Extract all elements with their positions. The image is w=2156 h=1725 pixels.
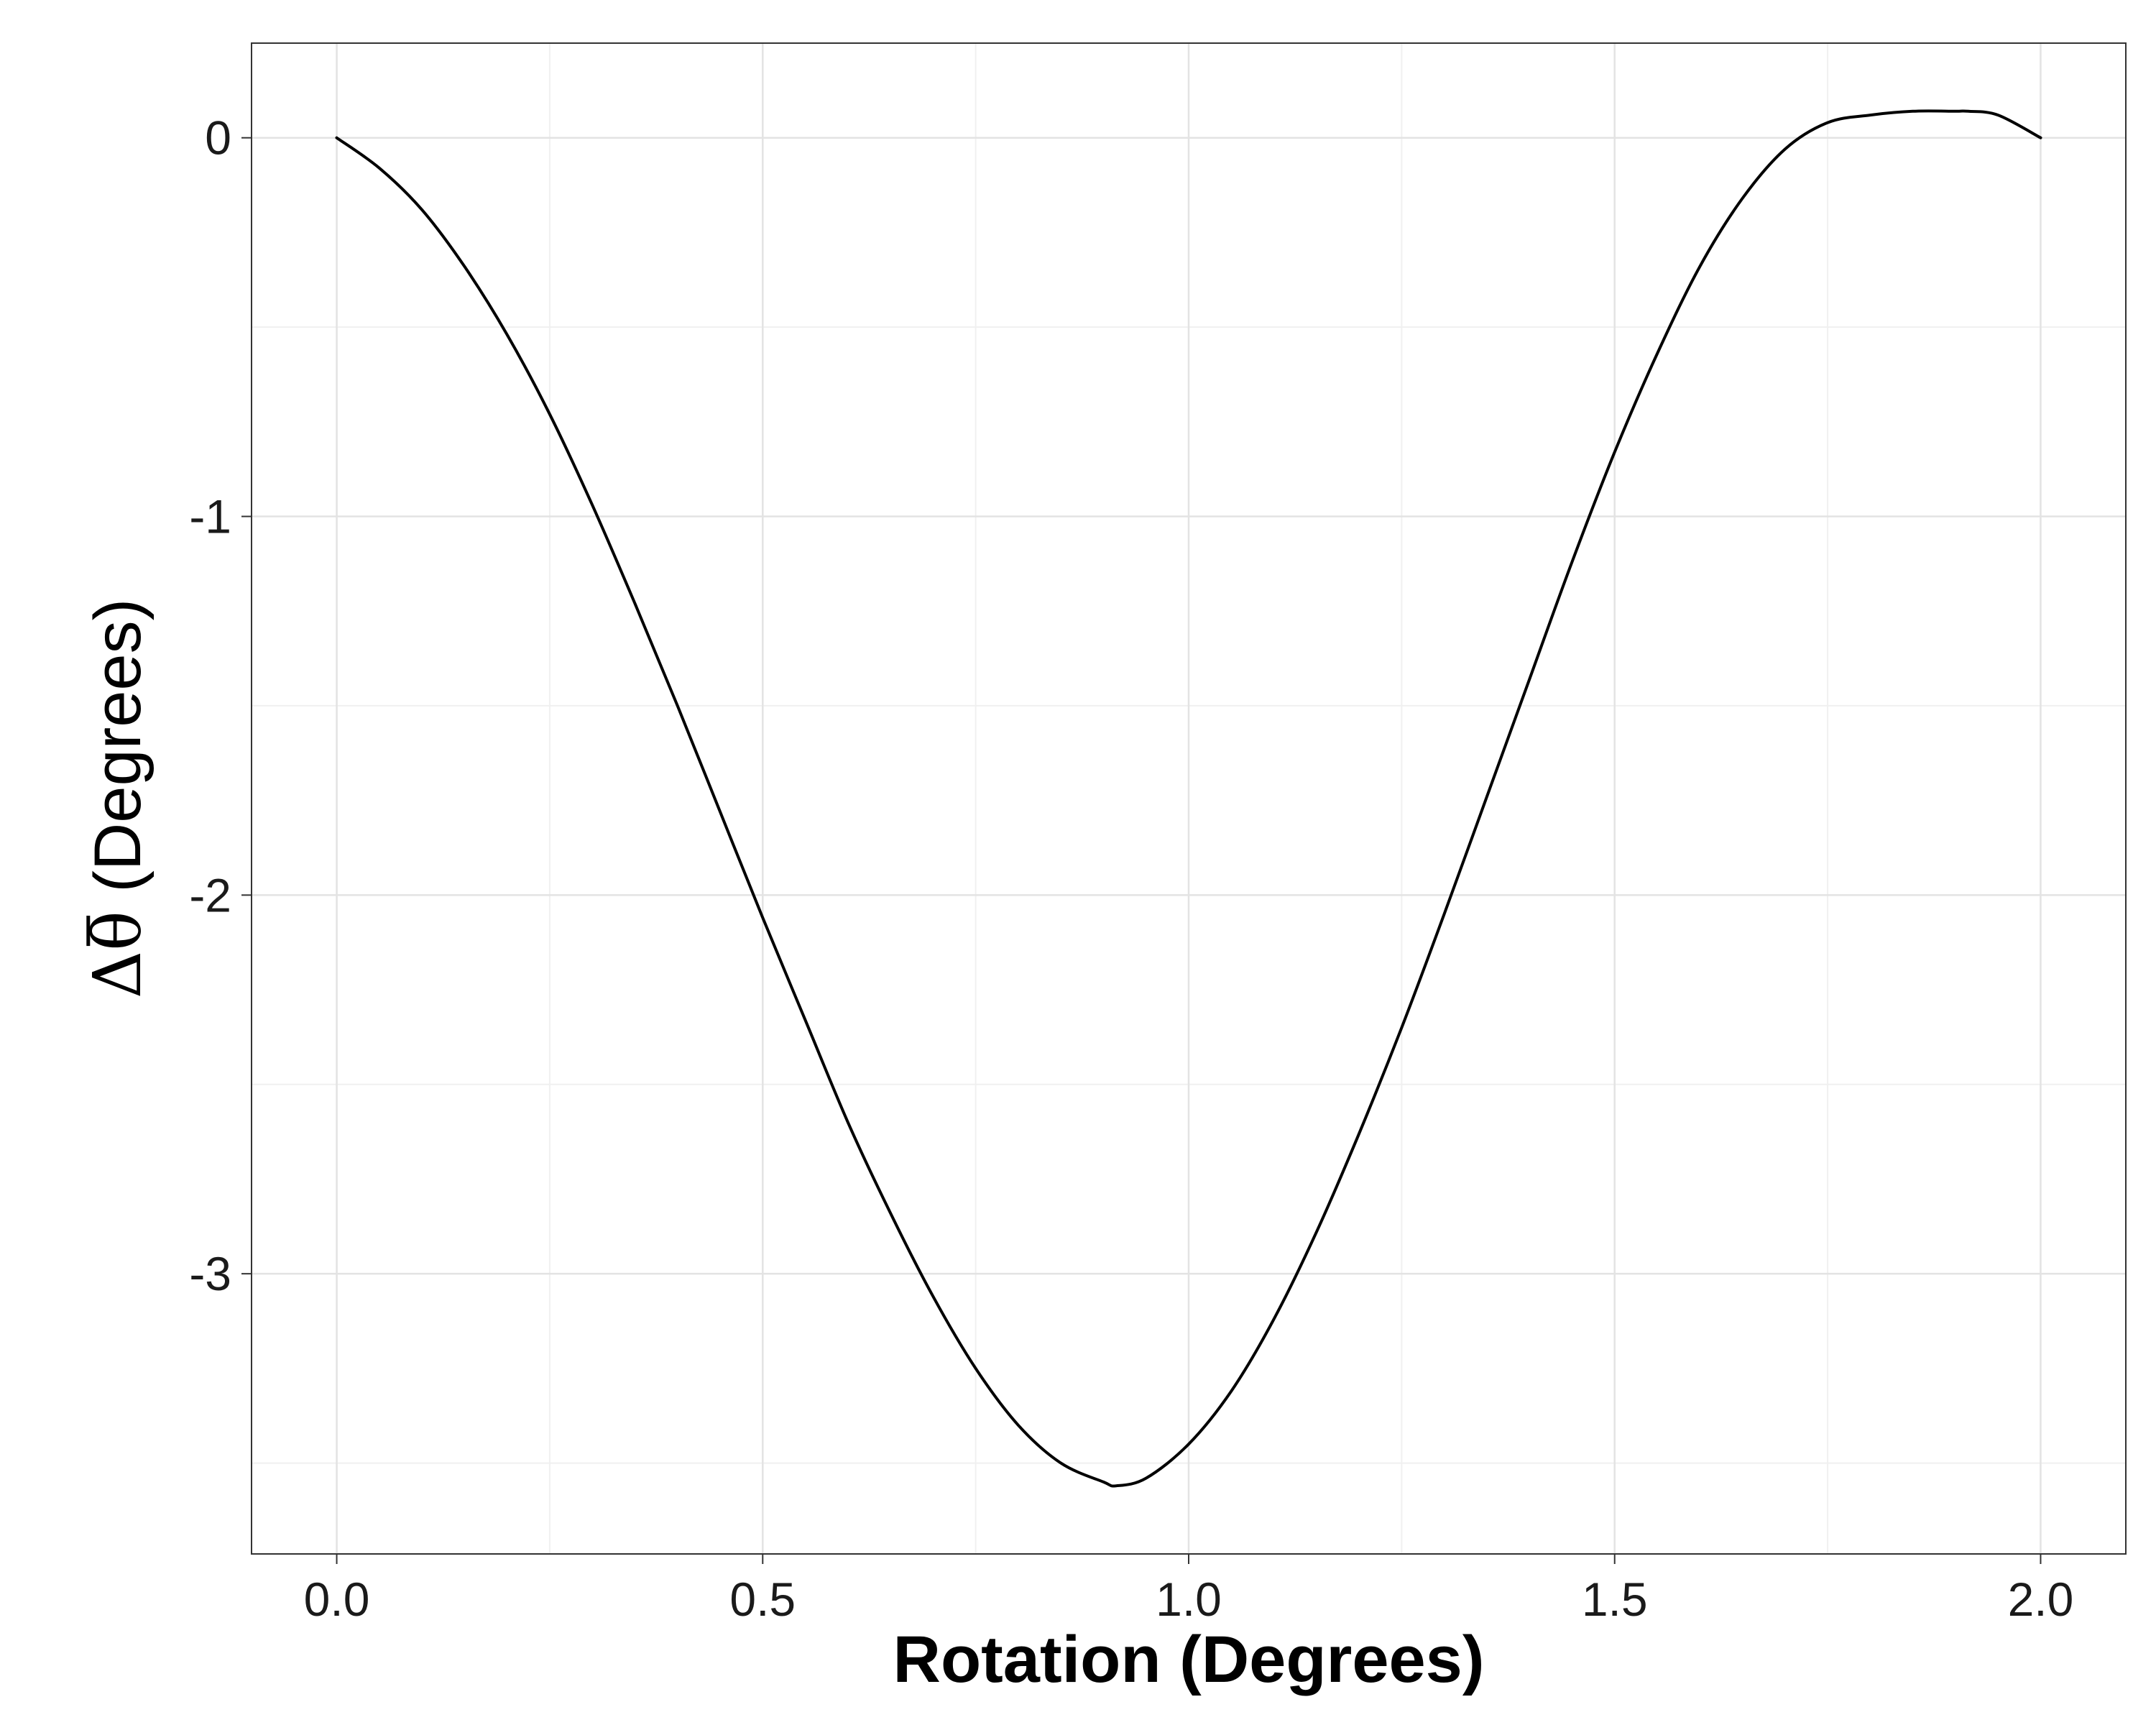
y-tick-label: -1 [189, 490, 231, 543]
y-axis-title: Δθ (Degrees) [79, 599, 156, 998]
y-axis-title-delta: Δ [79, 951, 156, 998]
y-axis-title-theta: θ [79, 911, 156, 950]
x-tick-label: 2.0 [2008, 1573, 2074, 1626]
series-layer [335, 109, 2042, 1488]
x-tick-label: 1.0 [1156, 1573, 1222, 1626]
x-tick-label: 0.0 [304, 1573, 370, 1626]
x-tick-label: 0.5 [729, 1573, 796, 1626]
y-tick-label: -3 [189, 1247, 231, 1300]
grid-layer [252, 43, 2126, 1554]
x-axis-title: Rotation (Degrees) [893, 1623, 1485, 1696]
y-axis-title-text: (Degrees) [81, 599, 155, 911]
series-line [335, 109, 2042, 1488]
y-tick-label: 0 [205, 111, 231, 165]
x-tick-label: 1.5 [1582, 1573, 1648, 1626]
y-tick-label: -2 [189, 868, 231, 921]
tick-layer: 0.0 0.5 1.0 1.5 2.0 0 -1 -2 -3 [189, 111, 2073, 1626]
svg-text:Δθ (Degrees): Δθ (Degrees) [79, 599, 156, 998]
